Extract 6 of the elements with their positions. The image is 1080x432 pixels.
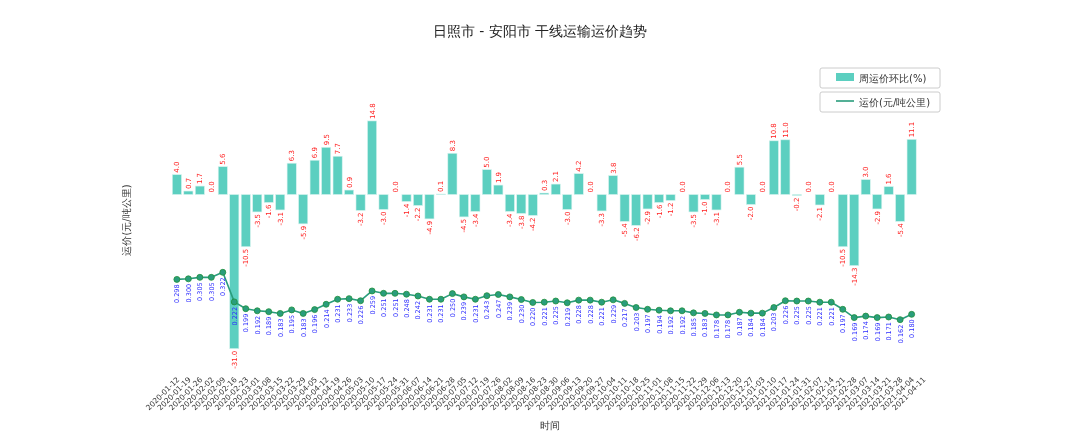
bar [814, 194, 825, 206]
legend-label: 运价(元/吨公里) [859, 97, 931, 108]
y-axis-title: 运价(元/吨公里) [121, 184, 132, 256]
chart-title: 日照市 - 安阳市 干线运输运价趋势 [432, 23, 648, 39]
x-axis-title: 时间 [540, 420, 560, 431]
legend-label: 周运价环比(%) [859, 73, 927, 84]
